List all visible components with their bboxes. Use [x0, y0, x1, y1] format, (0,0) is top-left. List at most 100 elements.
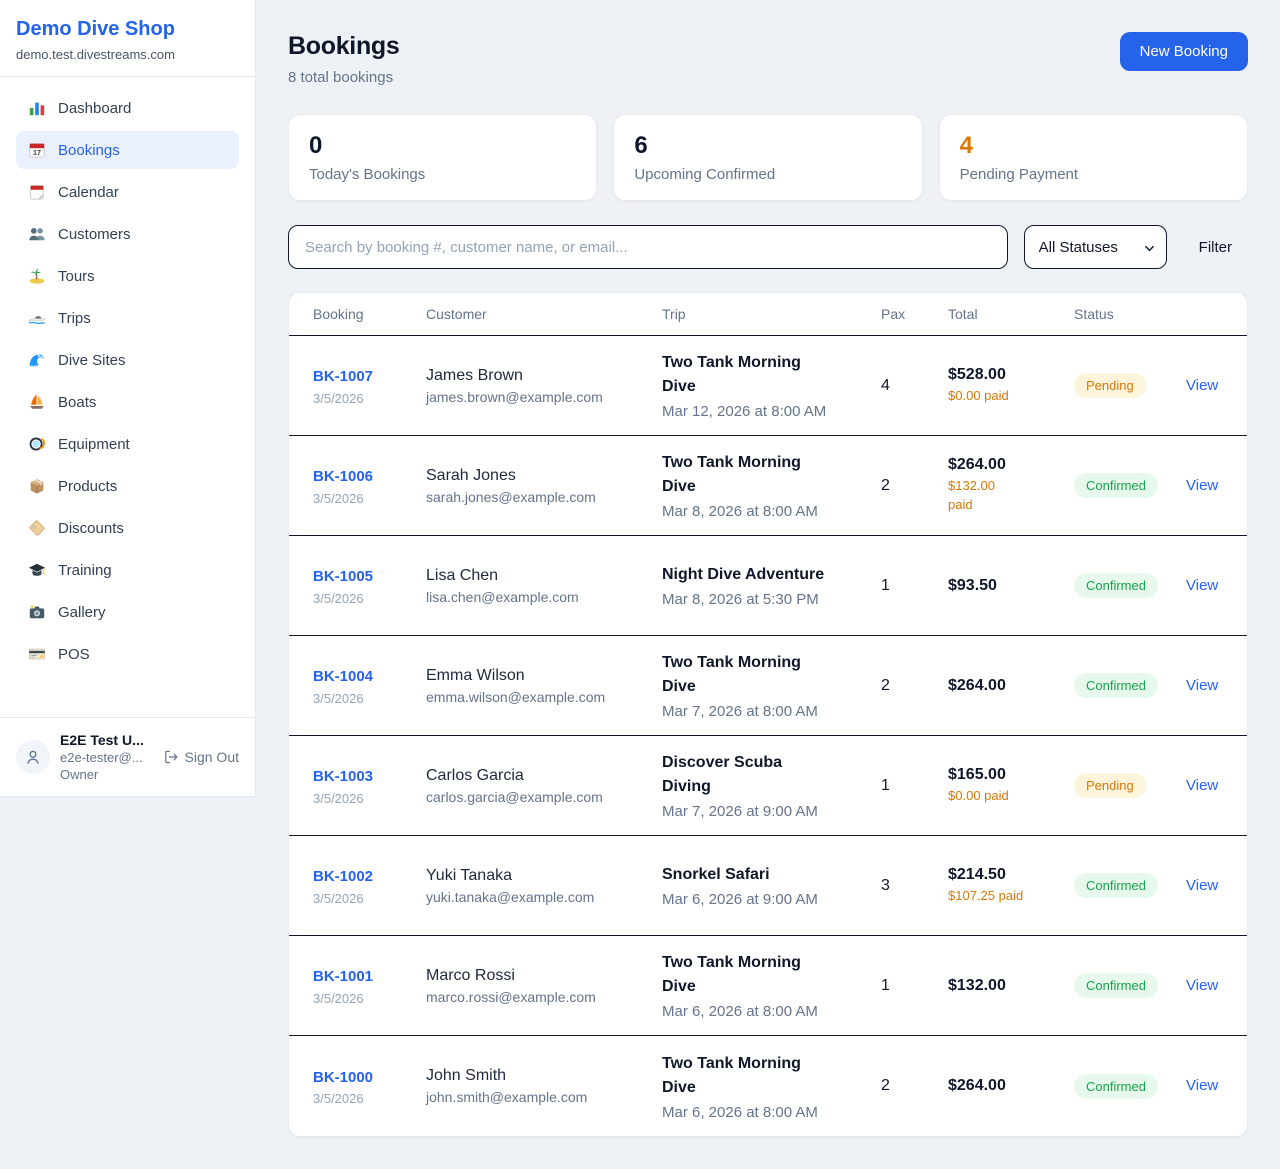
shop-domain: demo.test.divestreams.com [16, 47, 175, 62]
view-link[interactable]: View [1186, 376, 1219, 394]
search-input[interactable] [288, 225, 1008, 269]
sidebar-item-training[interactable]: Training [16, 551, 239, 589]
trip-name: Night Dive Adventure [662, 566, 825, 583]
booking-date: 3/5/2026 [313, 690, 364, 706]
sidebar-item-customers[interactable]: Customers [16, 215, 239, 253]
customer-name: Yuki Tanaka [426, 866, 512, 884]
table-row: BK-1002 3/5/2026 Yuki Tanaka yuki.tanaka@e… [289, 836, 1247, 936]
status-filter-wrap: All Statuses [1023, 225, 1167, 269]
customer-name: John Smith [426, 1067, 507, 1084]
customer-name: Emma Wilson [426, 666, 525, 684]
customer-email: sarah.jones@example.com [426, 488, 596, 505]
sidebar-item-pos[interactable]: POS [16, 635, 239, 673]
view-link[interactable]: View [1186, 1077, 1219, 1094]
shop-name: Demo Dive Shop [16, 18, 175, 40]
credit-card-icon [28, 645, 46, 663]
package-icon [28, 477, 46, 495]
pax-count: 4 [881, 376, 890, 394]
booking-date: 3/5/2026 [313, 990, 364, 1006]
stat-label: Pending Payment [959, 166, 1079, 183]
sidebar-item-label: Trips [58, 309, 91, 327]
sidebar-item-calendar[interactable]: Calendar [16, 173, 239, 211]
booking-id-link[interactable]: BK-1002 [313, 868, 374, 886]
sidebar-item-gallery[interactable]: Gallery [16, 593, 239, 631]
booking-id-link[interactable]: BK-1006 [313, 468, 374, 486]
stat-card-upcoming-confirmed: 6 Upcoming Confirmed [613, 114, 923, 201]
status-badge: Confirmed [1074, 573, 1158, 598]
sidebar-item-dashboard[interactable]: Dashboard [16, 89, 239, 127]
main-content: Bookings 8 total bookings New Booking 0 … [256, 0, 1280, 1169]
camera-icon [28, 603, 46, 621]
customer-email: yuki.tanaka@example.com [426, 888, 595, 905]
sign-out-button[interactable]: Sign Out [163, 749, 239, 765]
status-badge: Pending [1074, 373, 1146, 398]
customer-email: emma.wilson@example.com [426, 688, 606, 705]
status-badge: Confirmed [1074, 873, 1158, 898]
booking-id-link[interactable]: BK-1003 [313, 768, 374, 786]
customer-name: Marco Rossi [426, 966, 515, 984]
stat-label: Upcoming Confirmed [634, 166, 776, 183]
sidebar-item-bookings[interactable]: 17 Bookings [16, 131, 239, 169]
avatar [16, 740, 50, 774]
stat-value: 6 [634, 132, 648, 159]
booking-date: 3/5/2026 [313, 490, 364, 506]
view-link[interactable]: View [1186, 676, 1219, 694]
customer-name: James Brown [426, 366, 523, 384]
user-role: Owner [60, 767, 99, 782]
table-row: BK-1001 3/5/2026 Marco Rossi marco.rossi@e… [289, 936, 1247, 1036]
total-amount: $528.00 [948, 365, 1006, 383]
booking-id-link[interactable]: BK-1005 [313, 568, 374, 586]
sidebar-item-tours[interactable]: Tours [16, 257, 239, 295]
booking-id-link[interactable]: BK-1001 [313, 968, 374, 986]
pax-count: 2 [881, 676, 890, 694]
sidebar-item-discounts[interactable]: Discounts [16, 509, 239, 547]
view-link[interactable]: View [1186, 476, 1219, 494]
trip-name: Two Tank Morning Dive [662, 454, 801, 495]
stat-card-todays-bookings: 0 Today's Bookings [288, 114, 598, 201]
trip-datetime: Mar 7, 2026 at 8:00 AM [662, 703, 818, 720]
view-link[interactable]: View [1186, 976, 1219, 994]
view-link[interactable]: View [1186, 776, 1219, 794]
customer-email: john.smith@example.com [426, 1089, 588, 1105]
graduation-cap-icon [28, 561, 46, 579]
table-row: BK-1003 3/5/2026 Carlos Garcia carlos.garc… [289, 736, 1247, 836]
col-header-pax: Pax [881, 306, 906, 322]
col-header-trip: Trip [662, 306, 686, 322]
trip-name: Two Tank Morning Dive [662, 654, 801, 695]
status-badge: Confirmed [1074, 673, 1158, 698]
sidebar-item-boats[interactable]: Boats [16, 383, 239, 421]
brand-block: Demo Dive Shop demo.test.divestreams.com [0, 0, 255, 77]
new-booking-button[interactable]: New Booking [1119, 32, 1248, 71]
sidebar-item-label: Customers [58, 225, 131, 243]
view-link[interactable]: View [1186, 576, 1219, 594]
trip-datetime: Mar 6, 2026 at 9:00 AM [662, 891, 818, 908]
pax-count: 1 [881, 776, 890, 794]
booking-id-link[interactable]: BK-1000 [313, 1068, 374, 1086]
view-link[interactable]: View [1186, 876, 1219, 894]
user-section: E2E Test U... e2e-tester@... Owner Sign … [0, 717, 255, 796]
table-row: BK-1000 3/5/2026 John Smith john.smith@exa… [289, 1036, 1247, 1136]
customer-email: james.brown@example.com [426, 388, 603, 405]
stats-row: 0 Today's Bookings 6 Upcoming Confirmed … [288, 114, 1248, 201]
pax-count: 3 [881, 876, 890, 894]
booking-id-link[interactable]: BK-1004 [313, 668, 374, 686]
col-header-total: Total [948, 306, 978, 322]
filter-button[interactable]: Filter [1183, 239, 1248, 256]
sidebar-item-dive-sites[interactable]: Dive Sites [16, 341, 239, 379]
table-header-row: Booking Customer Trip Pax Total Status [289, 293, 1247, 336]
trip-name: Two Tank Morning Dive [662, 1054, 801, 1096]
sidebar-item-label: Products [58, 477, 118, 495]
sidebar-nav: Dashboard 17 Bookings Calendar Customers… [0, 77, 255, 717]
user-info: E2E Test U... e2e-tester@... Owner [60, 732, 153, 782]
status-filter-select[interactable]: All Statuses [1023, 225, 1167, 269]
sidebar-item-label: Training [58, 561, 112, 579]
customer-name: Lisa Chen [426, 566, 499, 584]
sign-out-icon [164, 750, 177, 764]
booking-id-link[interactable]: BK-1007 [313, 368, 374, 386]
booking-date: 3/5/2026 [313, 890, 364, 906]
sign-out-label: Sign Out [184, 749, 239, 765]
sidebar-item-equipment[interactable]: Equipment [16, 425, 239, 463]
sidebar-item-trips[interactable]: Trips [16, 299, 239, 337]
sidebar-item-products[interactable]: Products [16, 467, 239, 505]
tag-icon [28, 519, 46, 537]
